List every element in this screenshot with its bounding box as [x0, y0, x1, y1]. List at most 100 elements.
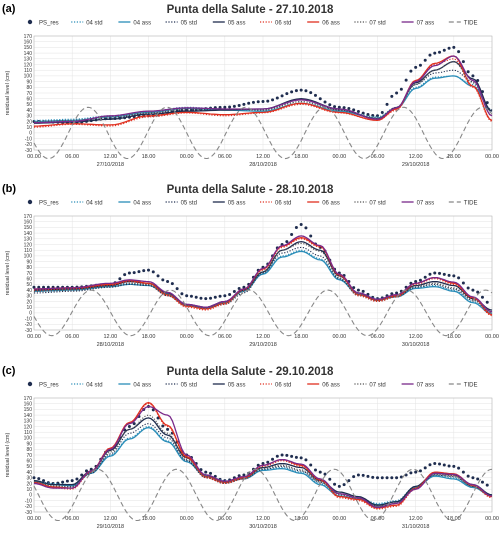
legend-entry: PS_res: [39, 21, 59, 27]
data-point: [476, 290, 480, 294]
legend-entry: 07 ass: [417, 201, 435, 207]
data-point: [356, 288, 360, 292]
x-date-label: 29/10/2018: [97, 524, 125, 530]
data-point: [132, 422, 136, 426]
y-tick-label: 60: [26, 459, 32, 465]
x-tick-label: 18.00: [294, 334, 308, 340]
y-tick-label: -30: [25, 510, 32, 516]
data-point: [151, 270, 155, 274]
data-point: [361, 473, 365, 477]
data-point: [137, 270, 141, 274]
data-point: [261, 100, 265, 104]
data-point: [166, 280, 170, 284]
x-tick-label: 12.00: [409, 334, 423, 340]
data-point: [356, 110, 360, 114]
data-point: [433, 271, 437, 275]
data-point: [285, 92, 289, 96]
data-point: [423, 275, 427, 279]
data-point: [218, 294, 222, 298]
legend-entry: 07 std: [369, 201, 385, 207]
data-point: [280, 453, 284, 457]
y-tick-label: 0: [29, 311, 32, 317]
data-point: [280, 94, 284, 98]
data-point: [271, 98, 275, 102]
y-axis-label: residual level (cm): [5, 251, 11, 296]
x-tick-label: 06.00: [218, 334, 232, 340]
x-date-label: 31/10/2018: [402, 524, 430, 530]
legend-entry: 06 std: [275, 383, 291, 389]
y-tick-label: 170: [24, 214, 33, 220]
y-tick-label: 10: [26, 487, 32, 493]
y-tick-label: 50: [26, 282, 32, 288]
y-tick-label: 50: [26, 102, 32, 108]
data-point: [61, 480, 65, 484]
data-point: [294, 225, 298, 229]
data-point: [247, 101, 251, 105]
y-tick-label: -10: [25, 498, 32, 504]
y-tick-label: -20: [25, 504, 32, 510]
data-point: [204, 297, 208, 301]
data-point: [65, 479, 69, 483]
data-point: [142, 269, 146, 273]
y-tick-label: 100: [24, 254, 33, 260]
y-tick-label: 150: [24, 45, 33, 51]
data-point: [390, 476, 394, 480]
data-point: [442, 463, 446, 467]
x-tick-label: 18.00: [142, 516, 156, 522]
y-tick-label: 120: [24, 424, 33, 430]
x-tick-label: 12.00: [103, 154, 117, 160]
data-point: [161, 278, 165, 282]
x-tick-label: 18.00: [447, 516, 461, 522]
data-point: [299, 223, 303, 227]
y-tick-label: 170: [24, 396, 33, 402]
y-axis-label: residual level (cm): [5, 71, 11, 116]
y-tick-label: 160: [24, 40, 33, 46]
y-tick-label: 160: [24, 220, 33, 226]
data-point: [313, 93, 317, 97]
y-tick-label: -30: [25, 148, 32, 154]
series-07-ass: [34, 55, 493, 124]
data-point: [452, 274, 456, 278]
data-point: [266, 99, 270, 103]
data-point: [438, 50, 442, 54]
data-point: [242, 473, 246, 477]
data-point: [342, 483, 346, 487]
data-point: [428, 272, 432, 276]
y-tick-label: 130: [24, 419, 33, 425]
series-07-std: [34, 61, 493, 123]
series-04-ass: [34, 250, 493, 315]
series-05-std: [34, 246, 493, 313]
series-group: [32, 401, 493, 522]
legend-entry: 04 ass: [133, 383, 151, 389]
data-point: [290, 454, 294, 458]
data-point: [127, 425, 131, 428]
panel-label: (a): [2, 3, 16, 15]
y-tick-label: 130: [24, 237, 33, 243]
y-tick-label: 80: [26, 265, 32, 271]
y-tick-label: 110: [24, 248, 32, 254]
data-point: [204, 470, 208, 474]
data-point: [189, 294, 193, 298]
x-axis: 00.00 06.00 12.00 18.00 00.00 06.00 12.00 18.00…: [27, 334, 499, 348]
data-point: [356, 473, 360, 477]
y-tick-label: 90: [26, 441, 32, 447]
y-tick-label: 50: [26, 464, 32, 470]
y-tick-label: 80: [26, 447, 32, 453]
data-point: [337, 484, 341, 488]
data-point: [175, 287, 179, 291]
y-axis-label: residual level (cm): [5, 433, 11, 478]
x-date-label: 27/10/2018: [97, 162, 125, 168]
x-tick-label: 00.00: [485, 516, 499, 522]
y-axis: -30-20-100102030405060708090100110120130…: [24, 214, 33, 334]
data-point: [423, 58, 427, 62]
data-point: [123, 273, 127, 277]
data-point: [442, 272, 446, 276]
data-point: [395, 476, 399, 480]
data-point: [457, 466, 461, 470]
legend-entry: 06 std: [275, 21, 291, 27]
x-tick-label: 12.00: [103, 516, 117, 522]
y-tick-label: 30: [26, 476, 32, 482]
y-tick-label: 70: [26, 453, 32, 459]
data-point: [304, 89, 308, 93]
